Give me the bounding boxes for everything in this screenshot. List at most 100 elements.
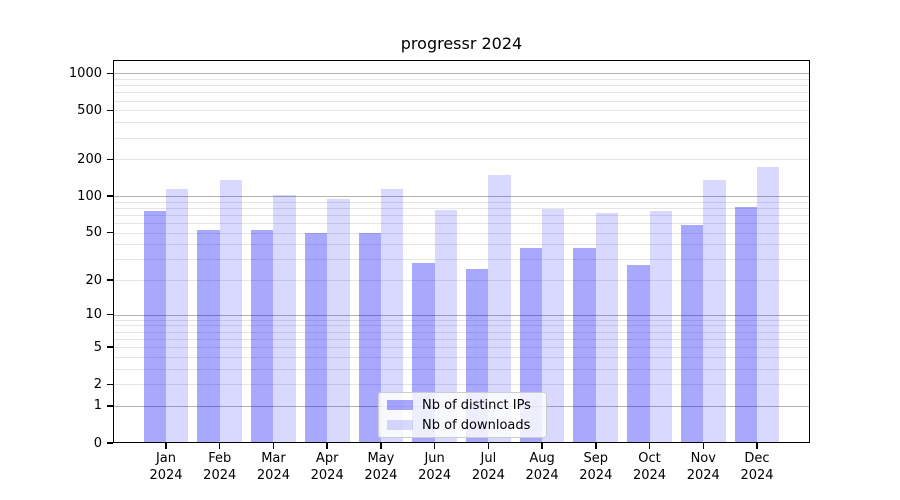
y-tick-label: 10: [85, 307, 102, 323]
legend-row-downloads: Nb of downloads: [379, 417, 546, 434]
y-tick-mark: [106, 279, 113, 281]
y-tick-mark: [106, 405, 113, 407]
minor-gridline: [113, 207, 810, 209]
bar-distinct-ips: [304, 232, 328, 443]
bar-distinct-ips: [573, 248, 596, 443]
minor-gridline: [113, 92, 810, 94]
bar-downloads: [166, 188, 189, 443]
minor-gridline: [113, 338, 810, 340]
x-tick-label: Nov 2024: [686, 451, 720, 483]
y-tick-label: 200: [77, 151, 102, 167]
x-tick-label: Jun 2024: [418, 451, 452, 483]
bar-downloads: [595, 213, 619, 443]
x-tick-label: Oct 2024: [632, 451, 667, 483]
minor-gridline: [113, 347, 810, 349]
x-tick-label: May 2024: [364, 451, 398, 483]
x-tick-mark: [433, 443, 436, 449]
minor-gridline: [113, 100, 810, 102]
minor-gridline: [113, 232, 810, 234]
minor-gridline: [113, 137, 810, 139]
bar-distinct-ips: [734, 206, 757, 443]
minor-gridline: [113, 384, 810, 386]
plot-area: [113, 60, 810, 443]
minor-gridline: [113, 331, 810, 333]
bar-distinct-ips: [197, 229, 220, 443]
minor-gridline: [113, 280, 810, 282]
y-tick-mark: [106, 231, 113, 234]
y-tick-mark: [106, 109, 113, 112]
legend: Nb of distinct IPs Nb of downloads: [378, 392, 547, 438]
major-gridline: [113, 196, 810, 198]
bar-downloads: [542, 209, 565, 443]
bar-downloads: [273, 194, 296, 443]
legend-label-distinct-ips: Nb of distinct IPs: [422, 397, 531, 413]
y-tick-mark: [106, 158, 113, 160]
y-tick-label: 5: [93, 339, 102, 355]
bar-distinct-ips: [358, 232, 381, 443]
minor-gridline: [113, 319, 810, 321]
bar-downloads: [219, 179, 243, 443]
minor-gridline: [113, 78, 810, 80]
x-tick-mark: [326, 443, 328, 449]
bar-downloads: [488, 175, 511, 443]
minor-gridline: [113, 201, 810, 203]
x-tick-mark: [756, 443, 758, 449]
x-tick-mark: [272, 443, 275, 449]
y-tick-label: 1000: [68, 65, 102, 81]
bar-distinct-ips: [251, 229, 274, 443]
x-tick-mark: [595, 443, 597, 449]
minor-gridline: [113, 244, 810, 246]
minor-gridline: [113, 356, 810, 358]
y-tick-mark: [106, 314, 113, 316]
y-tick-label: 2: [93, 376, 102, 392]
minor-gridline: [113, 325, 810, 327]
x-tick-mark: [648, 443, 651, 449]
bar-downloads: [756, 166, 780, 443]
x-tick-label: Aug 2024: [525, 451, 559, 483]
x-tick-label: Feb 2024: [203, 451, 237, 483]
y-tick-label: 50: [85, 225, 102, 241]
y-tick-label: 500: [77, 102, 102, 118]
x-tick-label: Jul 2024: [471, 451, 505, 483]
y-tick-mark: [106, 195, 113, 197]
minor-gridline: [113, 259, 810, 261]
legend-swatch-downloads: [387, 420, 413, 430]
minor-gridline: [113, 122, 810, 124]
major-gridline: [113, 314, 810, 316]
minor-gridline: [113, 85, 810, 87]
minor-gridline: [113, 110, 810, 112]
y-tick-mark: [106, 383, 113, 385]
y-tick-mark: [106, 442, 113, 444]
chart-title: progressr 2024: [400, 34, 523, 53]
minor-gridline: [113, 368, 810, 370]
x-tick-mark: [219, 443, 221, 449]
legend-row-ips: Nb of distinct IPs: [379, 397, 546, 414]
x-tick-label: Sep 2024: [579, 451, 613, 483]
x-tick-label: Dec 2024: [740, 451, 774, 483]
y-tick-mark: [106, 346, 113, 348]
x-tick-label: Mar 2024: [256, 451, 290, 483]
bar-downloads: [380, 189, 404, 443]
y-tick-mark: [106, 72, 113, 75]
bar-downloads: [649, 210, 672, 443]
y-tick-label: 20: [85, 272, 102, 288]
y-tick-label: 1: [93, 398, 102, 414]
x-tick-label: Jan 2024: [149, 451, 183, 483]
legend-swatch-distinct-ips: [387, 400, 413, 410]
bar-distinct-ips: [680, 224, 704, 443]
bar-downloads: [434, 209, 458, 443]
minor-gridline: [113, 223, 810, 225]
x-tick-label: Apr 2024: [310, 451, 344, 483]
major-gridline: [113, 73, 810, 75]
bar-downloads: [703, 180, 726, 443]
y-tick-label: 100: [77, 188, 102, 204]
x-tick-mark: [165, 443, 167, 449]
bar-downloads: [327, 199, 350, 443]
x-tick-mark: [487, 443, 490, 449]
legend-label-downloads: Nb of downloads: [422, 417, 531, 433]
y-tick-label: 0: [93, 435, 102, 451]
minor-gridline: [113, 159, 810, 161]
minor-gridline: [113, 214, 810, 216]
x-tick-mark: [702, 443, 704, 449]
